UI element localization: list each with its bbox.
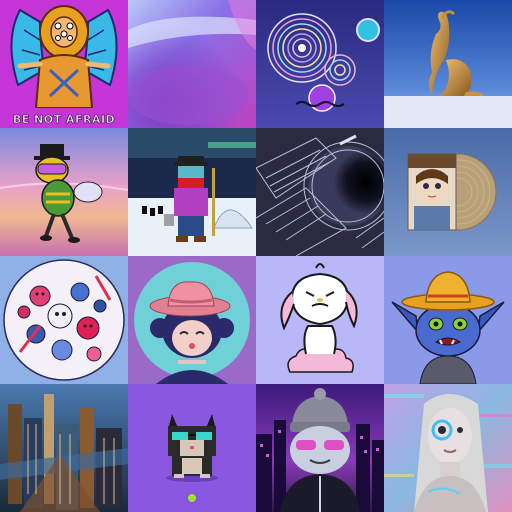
pixel-cat-image xyxy=(128,384,256,512)
goblin-sombrero-image xyxy=(384,256,512,384)
abstract-gradient-image xyxy=(128,0,256,128)
nft-tile-doodle-circle[interactable] xyxy=(0,256,128,384)
monkey-cowboy-image xyxy=(128,256,256,384)
line-dog-image xyxy=(256,256,384,384)
nft-tile-gold-figure[interactable] xyxy=(384,0,512,128)
nft-tile-anime-vinyl[interactable] xyxy=(384,128,512,256)
nft-tile-woman-holographic[interactable] xyxy=(384,384,512,512)
nft-tile-angel[interactable]: BE NOT AFRAID xyxy=(0,0,128,128)
bee-character-image xyxy=(0,128,128,256)
angel-caption: BE NOT AFRAID xyxy=(13,113,115,126)
woman-holographic-image xyxy=(384,384,512,512)
concentric-orbs-image xyxy=(256,0,384,128)
cat-beanie-city-image xyxy=(256,384,384,512)
nft-tile-pixel-snow-character[interactable] xyxy=(128,128,256,256)
nft-tile-goblin-sombrero[interactable] xyxy=(384,256,512,384)
doodle-circle-image xyxy=(0,256,128,384)
nft-tile-concentric-orbs[interactable] xyxy=(256,0,384,128)
angel-figure-image: BE NOT AFRAID xyxy=(0,0,128,128)
nft-tile-monkey-cowboy[interactable] xyxy=(128,256,256,384)
nft-tile-cat-beanie-city[interactable] xyxy=(256,384,384,512)
gold-figure-image xyxy=(384,0,512,128)
nft-tile-abstract-gradient[interactable] xyxy=(128,0,256,128)
abstract-city-image xyxy=(0,384,128,512)
nft-tile-spaceship-sketch[interactable] xyxy=(256,128,384,256)
nft-tile-bee-character[interactable] xyxy=(0,128,128,256)
nft-tile-abstract-city[interactable] xyxy=(0,384,128,512)
pixel-snow-character-image xyxy=(128,128,256,256)
spaceship-sketch-image xyxy=(256,128,384,256)
nft-tile-line-dog[interactable] xyxy=(256,256,384,384)
anime-vinyl-image xyxy=(384,128,512,256)
nft-tile-pixel-cat[interactable] xyxy=(128,384,256,512)
